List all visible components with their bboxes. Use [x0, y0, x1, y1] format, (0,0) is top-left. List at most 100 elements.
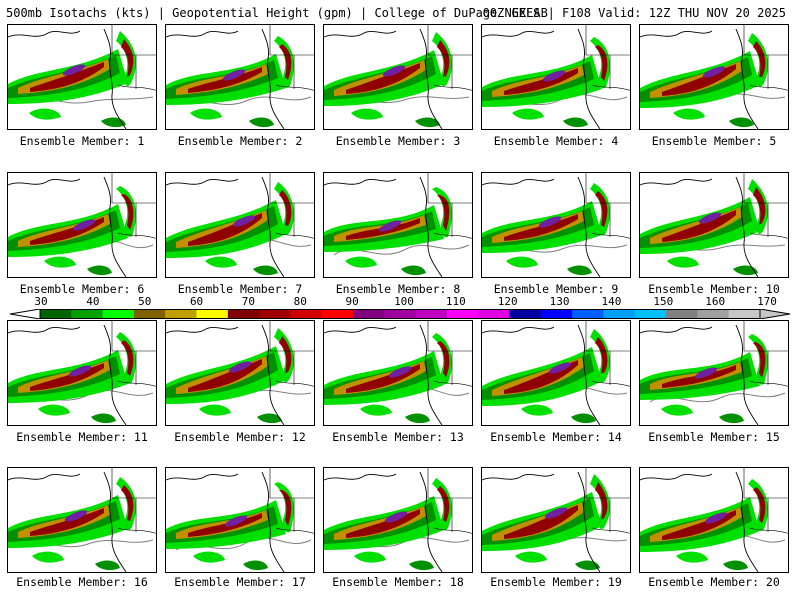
- colorbar-segment: [603, 309, 636, 319]
- colorbar-tick-label: 70: [241, 295, 256, 308]
- isotach-colorbar: [9, 309, 791, 319]
- ensemble-member-map: [639, 172, 789, 278]
- colorbar-tick-label: 120: [497, 295, 518, 308]
- colorbar-segment: [40, 309, 72, 319]
- colorbar-segment: [634, 309, 667, 319]
- colorbar-segment: [321, 309, 354, 319]
- jet-stream-map: [324, 25, 472, 129]
- colorbar-segment: [728, 309, 761, 319]
- jet-stream-map: [8, 468, 156, 572]
- colorbar-segment: [415, 309, 448, 319]
- colorbar-tick-label: 170: [757, 295, 777, 308]
- colorbar-segment: [384, 309, 417, 319]
- jet-stream-map: [482, 468, 630, 572]
- ensemble-member-map: [323, 320, 473, 426]
- colorbar-segment: [509, 309, 542, 319]
- colorbar-segment: [102, 309, 135, 319]
- jet-stream-map: [482, 321, 630, 425]
- ensemble-member-label: Ensemble Member: 15: [648, 430, 780, 444]
- map-header: 500mb Isotachs (kts) | Geopotential Heig…: [4, 5, 796, 21]
- colorbar-tick-label: 140: [601, 295, 622, 308]
- ensemble-member-map: [323, 172, 473, 278]
- ensemble-member-map: [7, 467, 157, 573]
- colorbar-segment: [290, 309, 323, 319]
- jet-stream-map: [324, 173, 472, 277]
- ensemble-member-map: [7, 320, 157, 426]
- jet-stream-map: [8, 173, 156, 277]
- colorbar-labels: 30 40 50 60 70 80 90 100 110 120 130 140 150 160 170: [0, 296, 800, 308]
- jet-stream-map: [482, 25, 630, 129]
- colorbar-segment: [227, 309, 260, 319]
- jet-stream-map: [166, 173, 314, 277]
- ensemble-member-label: Ensemble Member: 2: [177, 134, 303, 148]
- colorbar-left-arrow: [9, 309, 41, 319]
- ensemble-member-map: [165, 467, 315, 573]
- ensemble-member-label: Ensemble Member: 1: [19, 134, 145, 148]
- ensemble-member-label: Ensemble Member: 13: [332, 430, 464, 444]
- ensemble-member-label: Ensemble Member: 3: [335, 134, 461, 148]
- ensemble-member-label: Ensemble Member: 16: [16, 575, 148, 589]
- ensemble-member-label: Ensemble Member: 12: [174, 430, 306, 444]
- jet-stream-map: [8, 25, 156, 129]
- ensemble-member-map: [639, 467, 789, 573]
- product-title: 500mb Isotachs (kts) | Geopotential Heig…: [6, 6, 548, 20]
- ensemble-member-map: [481, 172, 631, 278]
- ensemble-member-label: Ensemble Member: 20: [648, 575, 780, 589]
- ensemble-member-map: [165, 172, 315, 278]
- jet-stream-map: [324, 468, 472, 572]
- jet-stream-map: [640, 321, 788, 425]
- colorbar-tick-label: 150: [653, 295, 674, 308]
- ensemble-member-map: [323, 467, 473, 573]
- jet-stream-map: [324, 321, 472, 425]
- colorbar-tick-label: 160: [705, 295, 726, 308]
- jet-stream-map: [640, 25, 788, 129]
- colorbar-tick-label: 90: [345, 295, 359, 308]
- jet-stream-map: [166, 25, 314, 129]
- ensemble-member-map: [481, 320, 631, 426]
- ensemble-member-label: Ensemble Member: 10: [648, 282, 780, 296]
- ensemble-member-map: [481, 24, 631, 130]
- colorbar-tick-label: 80: [293, 295, 307, 308]
- colorbar-segment: [572, 309, 604, 319]
- ensemble-member-label: Ensemble Member: 5: [651, 134, 777, 148]
- colorbar-tick-label: 100: [394, 295, 414, 308]
- jet-stream-map: [166, 468, 314, 572]
- colorbar-segment: [165, 309, 198, 319]
- colorbar-tick-label: 110: [445, 295, 466, 308]
- ensemble-member-map: [639, 320, 789, 426]
- jet-stream-map: [640, 468, 788, 572]
- colorbar-tick-label: 40: [86, 295, 100, 308]
- colorbar-tick-label: 60: [189, 295, 204, 308]
- colorbar-right-arrow: [759, 309, 791, 319]
- ensemble-member-map: [165, 24, 315, 130]
- jet-stream-map: [640, 173, 788, 277]
- jet-stream-map: [166, 321, 314, 425]
- ensemble-member-label: Ensemble Member: 18: [332, 575, 464, 589]
- colorbar-segment: [666, 309, 698, 319]
- ensemble-member-label: Ensemble Member: 4: [493, 134, 619, 148]
- colorbar-segment: [196, 309, 229, 319]
- colorbar-segment: [478, 309, 511, 319]
- ensemble-member-map: [639, 24, 789, 130]
- ensemble-member-map: [165, 320, 315, 426]
- colorbar-tick-label: 50: [138, 295, 152, 308]
- colorbar-segment: [71, 309, 104, 319]
- colorbar-segment: [353, 309, 385, 319]
- colorbar-segment: [259, 309, 291, 319]
- ensemble-member-label: Ensemble Member: 7: [177, 282, 303, 296]
- ensemble-member-label: Ensemble Member: 9: [493, 282, 619, 296]
- ensemble-member-label: Ensemble Member: 8: [335, 282, 461, 296]
- ensemble-member-map: [323, 24, 473, 130]
- ensemble-member-label: Ensemble Member: 6: [19, 282, 145, 296]
- ensemble-member-label: Ensemble Member: 11: [16, 430, 148, 444]
- colorbar-segment: [133, 309, 166, 319]
- jet-stream-map: [8, 321, 156, 425]
- colorbar-segment: [446, 309, 479, 319]
- colorbar-segment: [540, 309, 573, 319]
- ensemble-member-map: [481, 467, 631, 573]
- ensemble-member-map: [7, 172, 157, 278]
- jet-stream-map: [482, 173, 630, 277]
- colorbar-tick-label: 30: [34, 295, 48, 308]
- ensemble-member-map: [7, 24, 157, 130]
- colorbar-segment: [697, 309, 730, 319]
